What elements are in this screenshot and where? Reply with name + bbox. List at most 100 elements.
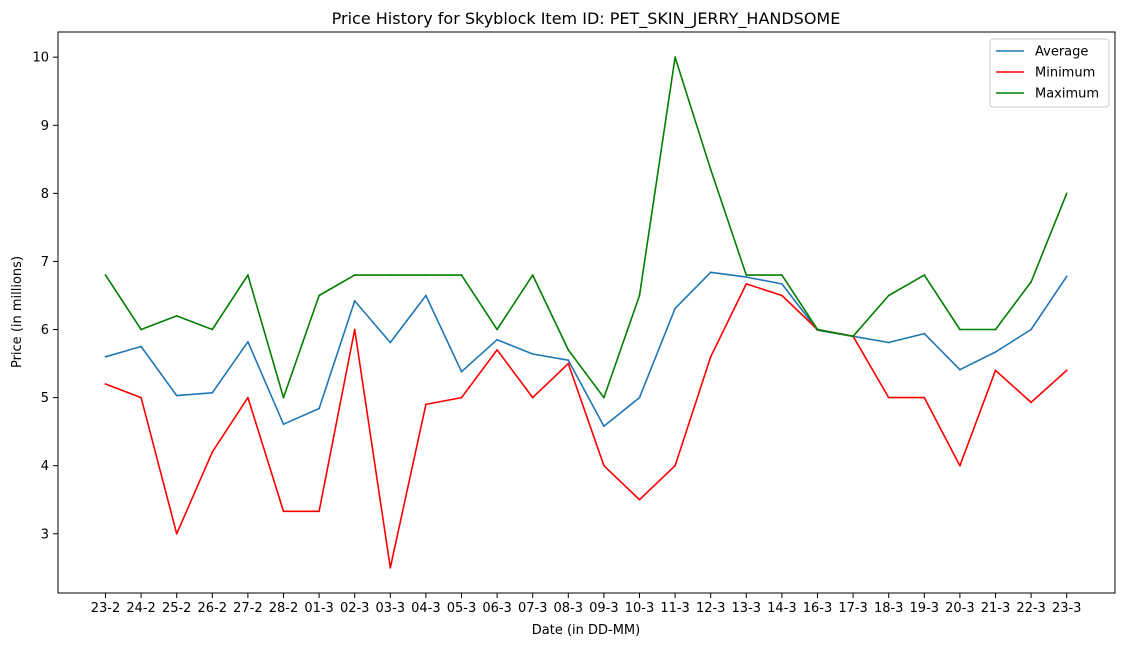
y-tick-label: 3 (41, 527, 49, 542)
data-point-maximum (852, 335, 854, 338)
data-point-average (887, 341, 890, 344)
plot-frame (57, 31, 1116, 594)
x-tick-label: 18-3 (874, 601, 904, 616)
data-point-minimum (1030, 401, 1032, 404)
x-tick-label: 26-2 (198, 601, 228, 616)
y-tick-label: 8 (41, 187, 49, 202)
data-point-maximum (175, 315, 178, 317)
y-tick-label: 4 (41, 459, 49, 474)
x-tick-label: 24-2 (126, 601, 156, 616)
data-point-maximum (994, 328, 997, 331)
x-tick-label: 23-3 (1052, 601, 1082, 616)
data-point-maximum (282, 396, 285, 399)
data-point-average (496, 338, 498, 341)
data-point-minimum (567, 362, 570, 365)
x-tick-label: 21-3 (981, 601, 1011, 616)
data-point-maximum (781, 274, 783, 276)
data-point-minimum (282, 510, 285, 513)
data-point-maximum (816, 328, 819, 331)
x-tick-label: 07-3 (518, 601, 548, 616)
x-tick-label: 14-3 (767, 601, 797, 616)
x-tick-label: 16-3 (803, 601, 833, 616)
data-point-maximum (745, 274, 748, 276)
data-point-minimum (247, 396, 249, 399)
data-point-maximum (674, 56, 676, 59)
x-tick-label: 03-3 (376, 601, 406, 616)
x-tick-label: 01-3 (304, 601, 334, 616)
data-point-maximum (318, 294, 320, 297)
data-point-minimum (745, 283, 748, 285)
plot-area (57, 31, 1116, 594)
data-point-minimum (781, 294, 783, 297)
y-tick-label: 7 (41, 255, 49, 270)
data-point-minimum (923, 396, 926, 399)
data-point-average (745, 276, 748, 278)
data-point-average (781, 283, 783, 285)
data-point-average (247, 340, 249, 343)
data-point-minimum (353, 328, 356, 331)
x-tick-label: 05-3 (447, 601, 477, 616)
data-point-maximum (567, 349, 570, 351)
x-axis: 23-2 24-2 25-2 26-2 27-2 28-2 01-3 02-3 03-3 04-3… (91, 593, 1082, 616)
data-point-maximum (638, 294, 641, 297)
data-point-maximum (923, 274, 926, 276)
data-point-minimum (603, 464, 605, 467)
data-point-minimum (496, 349, 498, 351)
data-point-average (140, 345, 143, 348)
data-point-average (175, 394, 178, 397)
data-point-minimum (531, 396, 534, 399)
data-point-average (531, 353, 534, 355)
data-point-minimum (1065, 369, 1068, 372)
data-point-maximum (247, 274, 249, 276)
data-point-minimum (959, 464, 961, 467)
x-tick-label: 08-3 (554, 601, 584, 616)
data-point-maximum (140, 328, 143, 331)
data-point-minimum (389, 566, 392, 569)
series-layer (104, 56, 1068, 569)
x-tick-label: 04-3 (411, 601, 441, 616)
data-point-average (567, 359, 570, 362)
data-point-average (959, 368, 961, 371)
data-point-average (674, 307, 676, 310)
data-point-minimum (104, 383, 107, 385)
y-tick-label: 6 (41, 323, 49, 338)
x-tick-label: 19-3 (910, 601, 940, 616)
data-point-average (318, 407, 320, 410)
y-axis-label: Price (in millions) (10, 256, 25, 368)
legend-box (989, 38, 1110, 108)
data-point-average (282, 423, 285, 426)
x-tick-label: 28-2 (269, 601, 299, 616)
data-point-average (211, 391, 214, 394)
data-point-average (104, 355, 107, 358)
data-point-maximum (460, 274, 463, 276)
data-point-maximum (1030, 280, 1032, 283)
x-tick-label: 25-2 (162, 601, 192, 616)
x-tick-label: 11-3 (660, 601, 690, 616)
data-point-minimum (425, 403, 427, 406)
data-point-average (638, 396, 641, 399)
x-tick-label: 13-3 (732, 601, 762, 616)
data-point-maximum (959, 328, 961, 331)
data-point-maximum (353, 274, 356, 276)
data-point-maximum (425, 274, 427, 276)
data-point-maximum (1065, 192, 1068, 195)
series-line-average (105, 271, 1068, 428)
x-tick-label: 06-3 (482, 601, 512, 616)
x-tick-label: 27-2 (233, 601, 263, 616)
data-point-minimum (887, 396, 890, 399)
x-tick-label: 20-3 (945, 601, 975, 616)
y-tick-label: 5 (41, 391, 49, 406)
x-tick-label: 23-2 (91, 601, 121, 616)
data-point-maximum (389, 274, 392, 276)
data-point-maximum (211, 328, 214, 331)
data-point-average (1030, 328, 1032, 331)
data-point-maximum (603, 396, 605, 399)
data-point-average (603, 425, 605, 428)
data-point-minimum (460, 396, 463, 399)
data-point-minimum (318, 510, 320, 513)
data-point-maximum (496, 328, 498, 331)
y-tick-label: 9 (41, 119, 49, 134)
legend-label-average: Average (1035, 45, 1088, 60)
x-tick-label: 10-3 (625, 601, 655, 616)
